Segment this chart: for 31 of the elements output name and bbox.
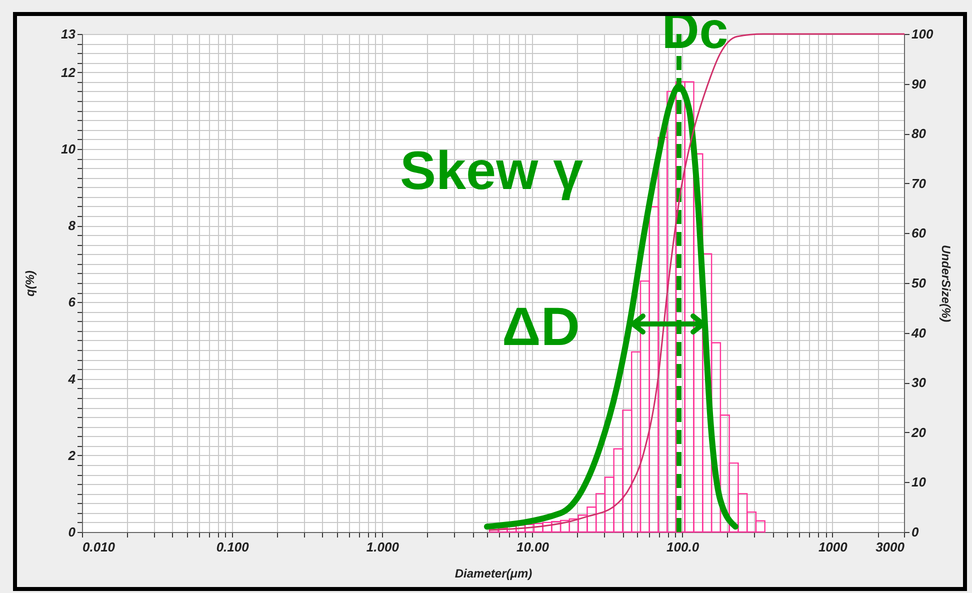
y2-tick-label: 30 bbox=[912, 375, 927, 390]
y-axis-title: q(%) bbox=[23, 270, 38, 296]
y-tick-label: 12 bbox=[61, 64, 76, 80]
y2-tick-label: 60 bbox=[912, 226, 927, 241]
y2-tick-label: 10 bbox=[912, 474, 927, 490]
y2-tick-label: 20 bbox=[910, 424, 927, 440]
y2-tick-label: 0 bbox=[912, 524, 920, 540]
annotation: Skew γ bbox=[400, 141, 584, 201]
y2-tick-label: 40 bbox=[910, 325, 927, 340]
x-tick-label: 1.000 bbox=[366, 540, 400, 554]
y2-tick-label: 80 bbox=[912, 126, 927, 142]
annotation: ΔD bbox=[502, 297, 580, 357]
x-tick-label: 0.010 bbox=[82, 540, 116, 554]
y2-axis-title: UnderSize(%) bbox=[939, 244, 954, 322]
y-tick-label: 8 bbox=[68, 218, 76, 234]
x-tick-label: 3000 bbox=[876, 540, 906, 554]
y-tick-label: 13 bbox=[61, 26, 76, 42]
y-tick-label: 10 bbox=[61, 141, 76, 156]
y-tick-label: 2 bbox=[67, 448, 76, 463]
x-axis-title: Diameter(μm) bbox=[454, 566, 532, 580]
y2-tick-label: 50 bbox=[912, 276, 927, 290]
y-tick-label: 6 bbox=[68, 294, 76, 310]
y-tick-label: 4 bbox=[67, 371, 76, 386]
y-tick-label: 0 bbox=[68, 524, 76, 540]
x-tick-label: 0.100 bbox=[216, 540, 250, 554]
x-tick-label: 1000 bbox=[818, 540, 848, 554]
y2-tick-label: 100 bbox=[912, 26, 934, 42]
y2-tick-label: 90 bbox=[912, 76, 927, 92]
x-tick-label: 10.00 bbox=[516, 540, 550, 554]
y2-tick-label: 70 bbox=[912, 176, 927, 191]
x-tick-label: 100.0 bbox=[666, 540, 700, 554]
